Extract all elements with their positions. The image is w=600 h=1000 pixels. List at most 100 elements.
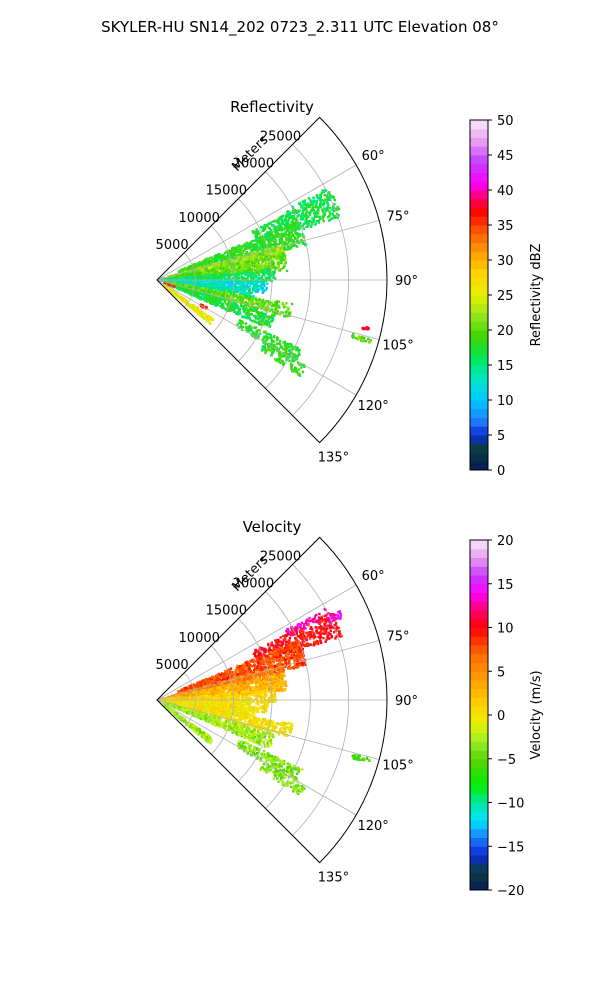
- radar-gate-3: [236, 257, 239, 261]
- radar-gate-10: [263, 335, 267, 338]
- radar-gate-4: [249, 259, 253, 262]
- radar-gate-2: [262, 245, 265, 248]
- colorbar-band: [470, 163, 488, 173]
- radar-gate-9: [176, 286, 180, 290]
- radar-gate-1: [337, 214, 340, 217]
- radar-gate-12: [183, 298, 187, 302]
- radar-gate-2: [278, 234, 281, 237]
- radial-tick-label: 5000: [156, 238, 189, 253]
- radar-gate-4: [220, 265, 223, 268]
- radar-gate-10: [289, 345, 293, 348]
- radar-gate-1: [307, 215, 310, 219]
- radar-gate-2: [291, 225, 295, 228]
- radar-gate-2: [239, 245, 242, 248]
- radar-gate-7: [223, 284, 227, 288]
- radar-gate-3: [237, 258, 240, 261]
- radar-gate-7: [217, 285, 220, 289]
- radar-gate-9: [240, 305, 244, 308]
- radar-gate-1: [315, 201, 318, 204]
- radar-gate-2: [236, 251, 240, 254]
- radar-gate-2: [285, 227, 289, 230]
- radar-gate-3: [253, 251, 257, 254]
- radar-gate-1: [326, 195, 330, 199]
- colorbar-band: [470, 452, 488, 462]
- radar-gate-1: [313, 214, 317, 217]
- radar-gate-11: [260, 349, 264, 352]
- radar-gate-1: [322, 220, 325, 223]
- radar-gate-1: [267, 240, 270, 243]
- radar-gate-1: [257, 230, 260, 233]
- radar-gate-5: [257, 273, 261, 277]
- radar-gate-2: [291, 229, 294, 232]
- radar-gate-1: [317, 205, 320, 209]
- radar-gate-1: [284, 220, 287, 223]
- radar-gate-2: [233, 249, 236, 252]
- radar-gate-8: [286, 306, 289, 309]
- radar-gate-12: [171, 289, 174, 293]
- radar-gate-3: [214, 266, 218, 269]
- radar-gate-2: [209, 263, 212, 266]
- radar-gate-10: [296, 357, 299, 360]
- radar-gate-5: [201, 278, 204, 281]
- radar-gate-9: [237, 310, 240, 314]
- radar-gate-2: [245, 241, 249, 245]
- radar-gate-2: [218, 257, 221, 260]
- radar-gate-12: [181, 297, 184, 300]
- radar-gate-4: [284, 260, 287, 264]
- radar-gate-4: [260, 261, 264, 264]
- radar-gate-7: [254, 289, 257, 292]
- radar-gate-4: [265, 255, 268, 259]
- colorbar-band: [470, 181, 488, 191]
- radar-gate-10: [238, 321, 241, 325]
- radar-gate-4: [234, 262, 237, 266]
- radar-gate-9: [219, 305, 222, 308]
- radar-gate-1: [278, 218, 281, 222]
- radar-gate-10: [244, 322, 248, 325]
- radar-gate-4: [260, 267, 264, 270]
- radar-gate-1: [263, 228, 266, 231]
- radar-gate-4: [189, 274, 193, 277]
- radar-gate-9: [268, 316, 271, 319]
- radar-gate-4: [252, 262, 256, 265]
- radar-gate-1: [294, 210, 297, 213]
- radar-gate-1: [309, 225, 313, 228]
- azimuth-tick-label: 105°: [382, 339, 413, 354]
- radar-gate-6: [266, 282, 269, 285]
- radar-gate-1: [327, 198, 331, 202]
- radar-gate-1: [309, 211, 312, 214]
- colorbar-band: [470, 426, 488, 436]
- radar-gate-2: [216, 258, 219, 261]
- colorbar-band: [470, 128, 488, 138]
- radar-gate-1: [323, 198, 327, 201]
- radar-gate-1: [289, 214, 293, 218]
- radar-gate-8: [220, 291, 223, 294]
- radar-gate-2: [206, 257, 209, 260]
- radar-gate-3: [273, 252, 276, 255]
- radar-gate-4: [259, 264, 262, 267]
- radar-gate-4: [263, 258, 266, 261]
- radar-gate-3: [278, 250, 282, 253]
- radar-gate-2: [288, 231, 291, 234]
- radar-gate-4: [253, 269, 257, 272]
- radar-gate-7: [252, 295, 255, 298]
- radar-gate-2: [284, 243, 288, 246]
- radar-gate-2: [277, 227, 280, 231]
- radar-gate-3: [263, 255, 267, 258]
- radar-gate-2: [293, 225, 296, 229]
- radar-gate-6: [260, 287, 264, 290]
- colorbar-tick-label: 10: [497, 394, 514, 409]
- reflectivity-panel: Reflectivity 500010000150002000025000Met…: [156, 98, 419, 465]
- radar-gate-1: [315, 212, 318, 216]
- radar-gate-8: [220, 293, 224, 297]
- radar-gate-8: [281, 301, 284, 305]
- radar-gate-1: [305, 215, 309, 219]
- radar-gate-2: [286, 223, 289, 227]
- radar-gate-6: [261, 283, 264, 286]
- radar-gate-1: [312, 199, 315, 203]
- radar-gate-0: [322, 189, 325, 193]
- radar-gate-2: [215, 254, 218, 257]
- radar-gate-1: [311, 207, 314, 210]
- radar-gate-3: [280, 247, 284, 250]
- radar-gate-5: [204, 277, 208, 280]
- radar-gate-10: [271, 339, 274, 342]
